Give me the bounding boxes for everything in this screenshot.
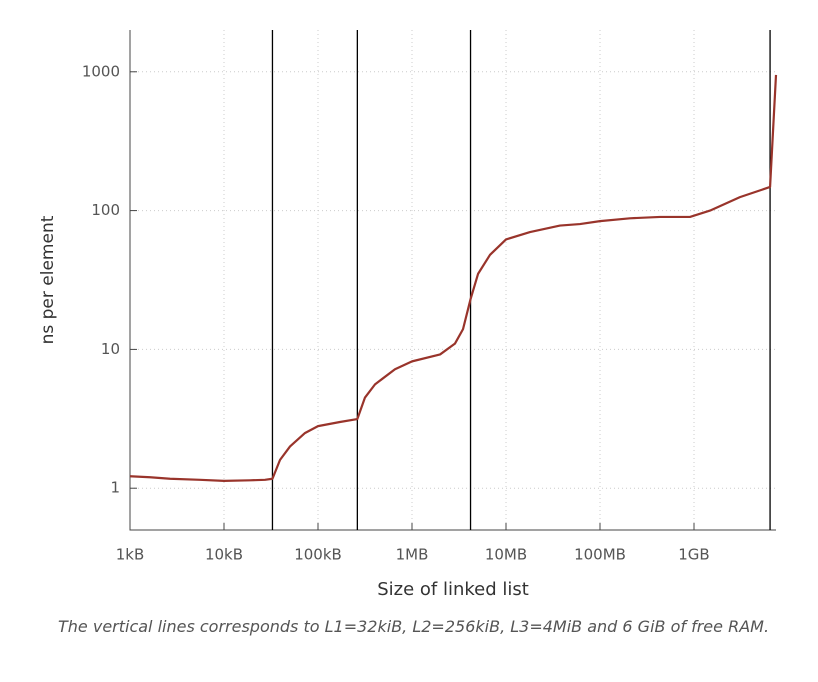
x-tick-label: 1GB <box>678 546 709 564</box>
chart: ns per element Size of linked list 1 10 10… <box>38 30 778 600</box>
x-tick-label: 10MB <box>485 546 527 564</box>
x-tick-label: 1MB <box>396 546 429 564</box>
x-axis-label: Size of linked list <box>377 579 529 600</box>
y-axis-label: ns per element <box>38 215 58 344</box>
y-tick-label: 10 <box>101 340 120 358</box>
axis <box>129 30 776 531</box>
data-line <box>129 74 778 482</box>
caption: The vertical lines corresponds to L1=32k… <box>58 617 770 636</box>
x-tick-label: 100kB <box>294 546 342 564</box>
y-tick-label: 1 <box>110 479 120 497</box>
x-tick-label: 100MB <box>574 546 626 564</box>
x-tick-label: 1kB <box>116 546 145 564</box>
y-tick-label: 1000 <box>82 62 120 80</box>
y-tick-label: 100 <box>91 201 120 219</box>
x-tick-label: 10kB <box>205 546 243 564</box>
